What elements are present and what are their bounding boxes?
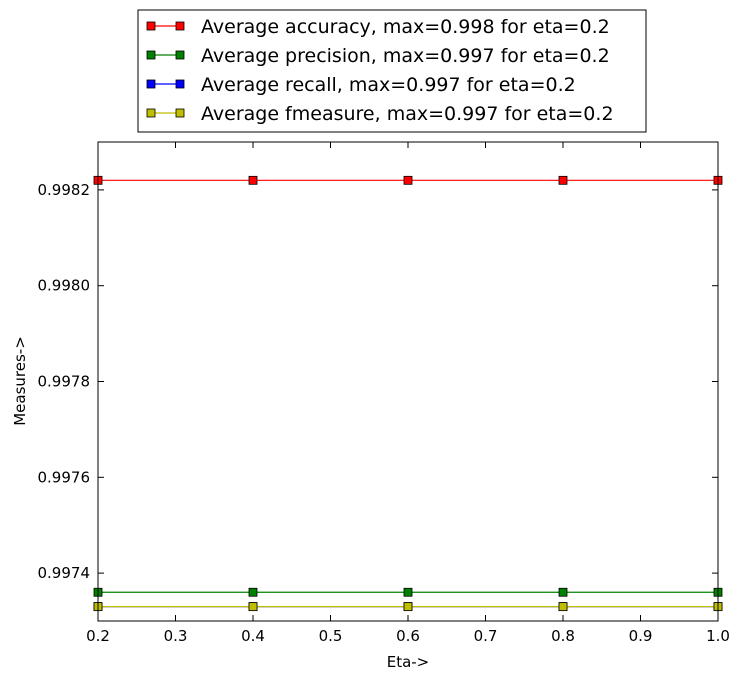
data-point — [248, 175, 258, 185]
legend-label: Average recall, max=0.997 for eta=0.2 — [201, 74, 576, 96]
legend-marker — [146, 108, 156, 118]
x-tick-label: 0.8 — [551, 627, 575, 645]
legend-marker — [175, 79, 185, 89]
y-tick-label: 0.9980 — [38, 277, 91, 295]
x-tick-label: 0.7 — [474, 627, 498, 645]
legend-marker — [175, 50, 185, 60]
legend-label: Average precision, max=0.997 for eta=0.2 — [201, 45, 610, 67]
y-tick-label: 0.9982 — [38, 181, 91, 199]
legend-marker — [146, 21, 156, 31]
plot-area — [98, 142, 718, 621]
x-tick-label: 0.4 — [241, 627, 265, 645]
data-point — [248, 587, 258, 597]
legend-marker — [146, 79, 156, 89]
y-tick-label: 0.9974 — [38, 564, 91, 582]
series-layer — [93, 175, 723, 612]
x-tick-label: 1.0 — [706, 627, 730, 645]
data-point — [558, 587, 568, 597]
data-point — [403, 175, 413, 185]
data-point — [248, 602, 258, 612]
y-tick-label: 0.9978 — [38, 373, 91, 391]
legend-marker — [175, 21, 185, 31]
y-axis-label: Measures-> — [11, 336, 29, 426]
legend-box — [137, 9, 647, 133]
data-point — [558, 175, 568, 185]
x-tick-label: 0.5 — [319, 627, 343, 645]
data-point — [558, 602, 568, 612]
x-tick-label: 0.2 — [86, 627, 110, 645]
x-tick-label: 0.6 — [396, 627, 420, 645]
legend-marker — [175, 108, 185, 118]
y-axis: 0.9974 0.9976 0.9978 0.9980 0.9982 — [38, 181, 718, 582]
x-axis: 0.2 0.3 0.4 0.5 0.6 0.7 0.8 0.9 1.0 — [86, 142, 730, 645]
data-point — [403, 602, 413, 612]
legend-marker — [146, 50, 156, 60]
legend: Average accuracy, max=0.998 for eta=0.2 A… — [137, 9, 647, 133]
legend-label: Average accuracy, max=0.998 for eta=0.2 — [201, 16, 610, 38]
x-tick-label: 0.9 — [629, 627, 653, 645]
data-point — [403, 587, 413, 597]
legend-label: Average fmeasure, max=0.997 for eta=0.2 — [201, 103, 614, 125]
y-tick-label: 0.9976 — [38, 468, 91, 486]
x-tick-label: 0.3 — [164, 627, 188, 645]
x-axis-label: Eta-> — [387, 653, 430, 671]
